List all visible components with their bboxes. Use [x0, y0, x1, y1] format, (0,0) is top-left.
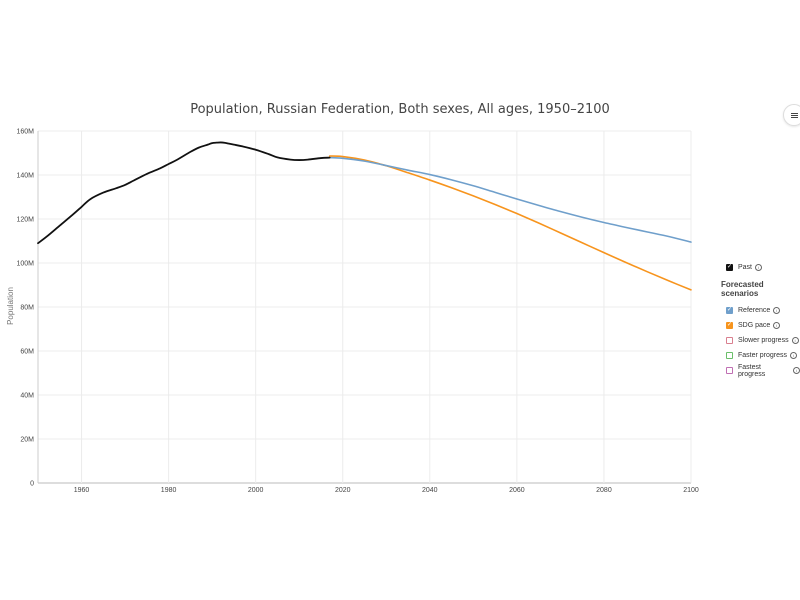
info-icon[interactable]: i: [793, 367, 800, 374]
y-tick-label: 160M: [16, 129, 34, 136]
scenario-checkbox[interactable]: [726, 367, 733, 374]
scenario-checkbox[interactable]: ✓: [726, 322, 733, 329]
series-line-sdg-pace: [328, 155, 692, 291]
series-line-past: [37, 141, 331, 245]
legend-label: Slower progress: [738, 337, 789, 344]
axes: 0 20M 40M 60M 80M 100M 120M 140M 160M 1960 1980 200…: [16, 129, 698, 495]
legend-label: Faster progress: [738, 352, 788, 359]
y-tick-label: 140M: [16, 173, 34, 180]
menu-button[interactable]: [783, 104, 800, 126]
scenario-checkbox[interactable]: [726, 352, 733, 359]
y-tick-label: 40M: [20, 393, 34, 400]
scenario-checkbox[interactable]: ✓: [726, 307, 733, 314]
scenario-checkbox[interactable]: [726, 337, 733, 344]
y-tick-label: 60M: [20, 349, 34, 356]
past-checkbox[interactable]: ✓: [726, 264, 733, 271]
y-axis-label: Population: [6, 287, 15, 325]
y-tick-label: 100M: [16, 261, 34, 268]
y-tick-label: 80M: [20, 305, 34, 312]
x-tick-label: 2000: [248, 487, 264, 494]
chart-title: Population, Russian Federation, Both sex…: [190, 102, 610, 117]
legend-item-sdg-pace[interactable]: ✓ SDG pace i: [720, 318, 800, 333]
x-tick-label: 1960: [74, 487, 90, 494]
info-icon[interactable]: i: [791, 337, 799, 344]
legend-item-past[interactable]: ✓ Past i: [720, 260, 800, 275]
legend: ✓ Past i Forecasted scenarios ✓ Reference…: [720, 260, 800, 378]
info-icon[interactable]: i: [773, 307, 781, 314]
x-tick-label: 2020: [335, 487, 351, 494]
legend-item-faster-progress[interactable]: Faster progress i: [720, 348, 800, 363]
y-tick-label: 0: [30, 481, 34, 488]
grid: [38, 130, 692, 484]
info-icon[interactable]: i: [755, 264, 763, 271]
legend-label: Fastest progress: [737, 363, 766, 378]
legend-item-reference[interactable]: ✓ Reference i: [720, 303, 800, 318]
y-tick-label: 20M: [20, 437, 34, 444]
series-group: [37, 141, 692, 291]
legend-label: SDG pace: [738, 322, 771, 329]
menu-icon: [790, 112, 798, 119]
legend-item-slower-progress[interactable]: Slower progress i: [720, 333, 800, 348]
series-line-reference: [328, 156, 692, 243]
x-tick-label: 2080: [596, 487, 612, 494]
scenario-list: ✓ Reference i ✓ SDG pace i Slower progress i Fas…: [720, 303, 800, 378]
legend-label: Reference: [738, 307, 771, 314]
x-tick-label: 2100: [683, 487, 699, 494]
forecast-heading: Forecasted scenarios: [721, 280, 764, 298]
legend-label-past: Past: [738, 264, 753, 271]
y-tick-label: 120M: [16, 217, 34, 224]
legend-item-fastest-progress[interactable]: Fastest progress i: [720, 363, 800, 378]
x-tick-label: 2040: [422, 487, 438, 494]
info-icon[interactable]: i: [790, 352, 798, 359]
x-tick-label: 2060: [509, 487, 525, 494]
info-icon[interactable]: i: [773, 322, 781, 329]
x-tick-label: 1980: [161, 487, 177, 494]
